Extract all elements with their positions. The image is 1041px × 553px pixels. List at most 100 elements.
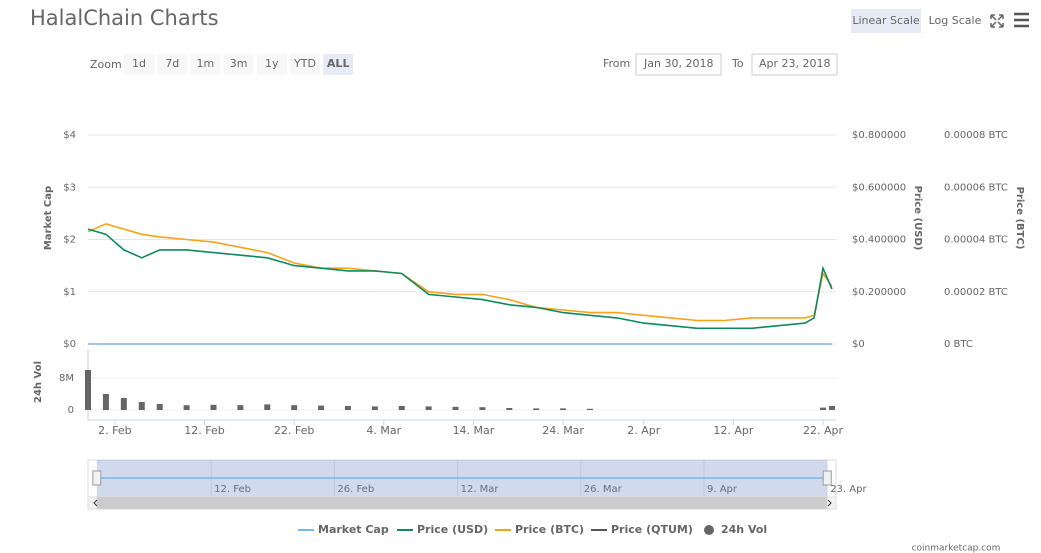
vol-bar <box>820 407 827 410</box>
legend-label[interactable]: Price (USD) <box>417 523 488 536</box>
vol-bar <box>560 408 567 410</box>
vol-bar <box>102 394 109 410</box>
zoom-button-bg[interactable] <box>290 54 320 75</box>
y-tick-label: $1 <box>63 287 76 298</box>
page-title: HalalChain Charts <box>30 6 219 30</box>
y-tick-label: $4 <box>63 130 76 141</box>
vol-bar <box>829 406 835 410</box>
zoom-button-bg[interactable] <box>256 54 287 75</box>
vol-bar <box>586 408 593 410</box>
x-tick-label: 2. Apr <box>627 424 660 437</box>
zoom-button-bg[interactable] <box>157 54 188 75</box>
y3-tick-label: 0.00008 BTC <box>944 130 1008 141</box>
vol-axis-title: 24h Vol <box>33 361 44 403</box>
y3-axis-title: Price (BTC) <box>1014 187 1025 250</box>
vol-bar <box>371 406 378 410</box>
to-input[interactable] <box>751 53 838 76</box>
scrollbar-thumb[interactable] <box>96 497 828 509</box>
y2-axis-title: Price (USD) <box>912 186 923 251</box>
vol-bar <box>344 406 351 410</box>
series-line <box>87 222 833 322</box>
navigator-tick-label: 26. Mar <box>584 484 623 495</box>
y-tick-label: $0 <box>63 339 76 350</box>
navigator-tick-label: 23. Apr <box>830 484 867 495</box>
scrollbar-arrow[interactable] <box>93 499 832 507</box>
zoom-button[interactable]: 1m <box>197 57 215 70</box>
vol-bar <box>156 404 163 410</box>
vol-bar <box>479 407 486 410</box>
from-date[interactable]: Jan 30, 2018 <box>643 57 713 70</box>
legend-label[interactable]: Price (QTUM) <box>611 523 693 536</box>
zoom-button[interactable]: YTD <box>293 57 316 70</box>
y-axis-title: Market Cap <box>43 186 54 250</box>
y2-tick-label: $0 <box>852 339 865 350</box>
x-tick-label: 12. Apr <box>713 424 753 437</box>
legend-label[interactable]: Market Cap <box>318 523 389 536</box>
y2-tick-label: $0.400000 <box>852 235 906 246</box>
navigator-handle[interactable] <box>92 470 102 486</box>
vol-bar <box>398 406 405 410</box>
vol-bar <box>120 398 127 410</box>
vol-bar <box>452 406 459 410</box>
vol-bar <box>318 405 325 410</box>
y-tick-label: $3 <box>63 182 76 193</box>
vol-bar <box>85 370 91 410</box>
y3-tick-label: 0 BTC <box>944 339 973 350</box>
zoom-button[interactable]: 7d <box>165 57 179 70</box>
zoom-label: Zoom <box>90 58 122 71</box>
zoom-button[interactable]: 1y <box>265 57 279 70</box>
to-label: To <box>731 57 744 70</box>
navigator-tick-label: 26. Feb <box>337 484 374 495</box>
vol-bar <box>533 408 540 410</box>
zoom-button[interactable]: ALL <box>327 57 350 70</box>
y2-tick-label: $0.600000 <box>852 182 906 193</box>
vol-bar <box>291 405 298 410</box>
fullscreen-icon[interactable] <box>990 14 1004 28</box>
x-tick-label: 14. Mar <box>453 424 495 437</box>
zoom-button-bg[interactable] <box>223 54 254 75</box>
vol-bar <box>183 405 190 410</box>
zoom-button-bg[interactable] <box>190 54 221 75</box>
from-label: From <box>603 57 630 70</box>
x-tick-label: 2. Feb <box>98 424 131 437</box>
y3-tick-label: 0.00002 BTC <box>944 287 1008 298</box>
from-input[interactable] <box>635 53 722 76</box>
vol-tick-label: 0 <box>68 405 74 416</box>
vol-bar <box>506 408 513 410</box>
y-tick-label: $2 <box>63 235 76 246</box>
legend-label[interactable]: Price (BTC) <box>515 523 584 536</box>
vol-bar <box>210 404 217 410</box>
y2-tick-label: $0.200000 <box>852 287 906 298</box>
y3-tick-label: 0.00006 BTC <box>944 182 1008 193</box>
vol-bar <box>237 405 244 410</box>
menu-icon[interactable] <box>1014 12 1029 28</box>
scale-button[interactable]: Log Scale <box>929 14 982 27</box>
vol-bar <box>138 402 145 410</box>
y2-tick-label: $0.800000 <box>852 130 906 141</box>
x-tick-label: 12. Feb <box>184 424 224 437</box>
scale-button-bg[interactable] <box>851 9 921 33</box>
x-tick-label: 22. Feb <box>274 424 314 437</box>
zoom-button[interactable]: 3m <box>230 57 248 70</box>
zoom-button-bg[interactable] <box>124 54 154 75</box>
navigator-handle[interactable] <box>822 470 832 486</box>
scale-button[interactable]: Linear Scale <box>852 14 920 27</box>
series-line <box>87 228 833 330</box>
navigator-tick-label: 9. Apr <box>707 484 738 495</box>
zoom-button[interactable]: 1d <box>132 57 146 70</box>
vol-bar <box>425 406 432 410</box>
vol-tick-label: 8M <box>59 373 74 384</box>
legend-label[interactable]: 24h Vol <box>721 523 767 536</box>
y3-tick-label: 0.00004 BTC <box>944 235 1008 246</box>
legend-symbol[interactable] <box>704 525 714 535</box>
vol-bar <box>264 404 271 410</box>
x-tick-label: 24. Mar <box>542 424 584 437</box>
x-tick-label: 22. Apr <box>803 424 843 437</box>
navigator-tick-label: 12. Mar <box>461 484 500 495</box>
zoom-button-bg[interactable] <box>323 54 354 75</box>
footer-credit[interactable]: coinmarketcap.com <box>912 544 1001 553</box>
navigator-tick-label: 12. Feb <box>214 484 251 495</box>
x-tick-label: 4. Mar <box>366 424 401 437</box>
to-date[interactable]: Apr 23, 2018 <box>759 57 831 70</box>
